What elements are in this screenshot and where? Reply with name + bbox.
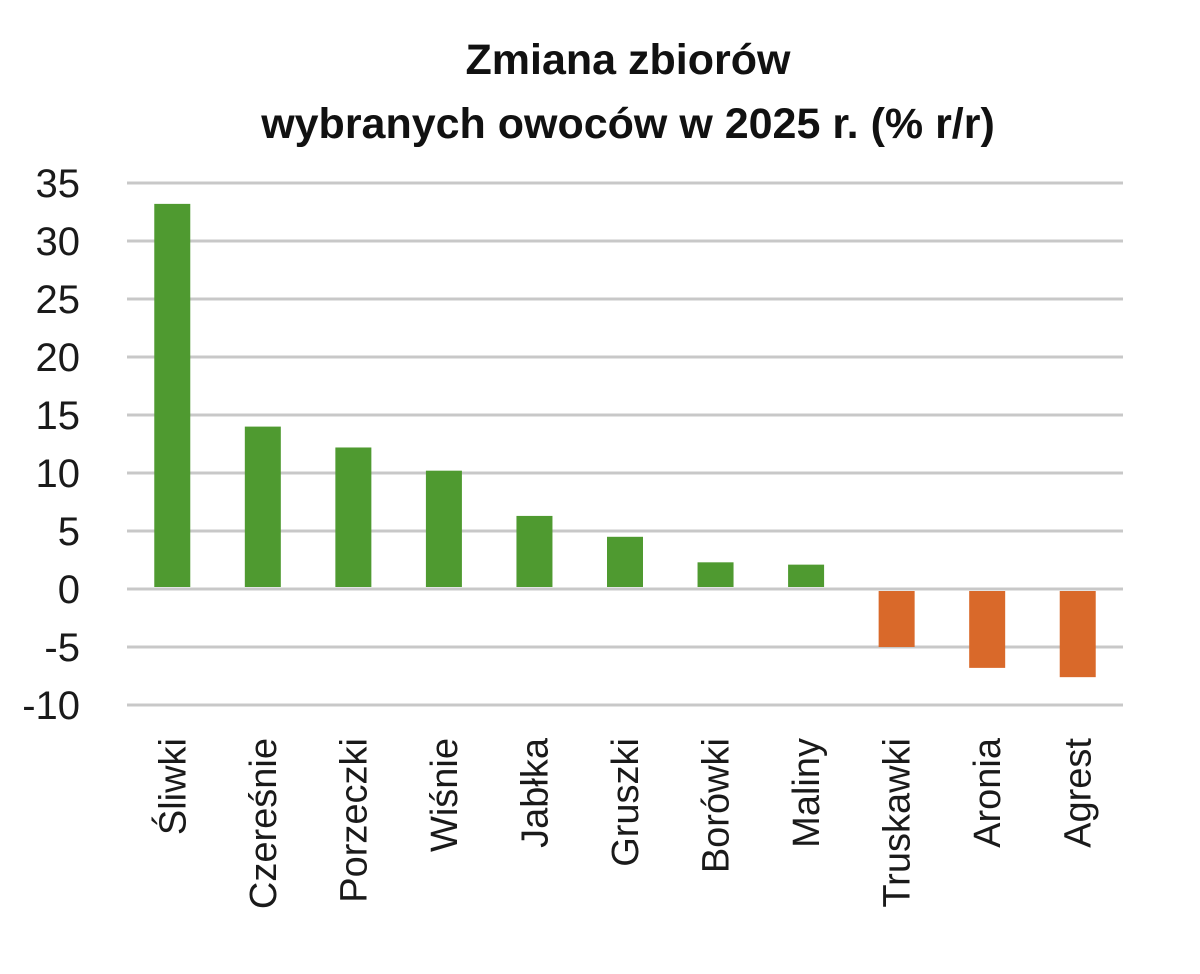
bars [154, 203, 1096, 678]
x-category-label: Aronia [967, 737, 1009, 848]
x-category-label: Truskawki [877, 738, 919, 908]
x-category-label: Porzeczki [333, 738, 375, 903]
x-category-label: Jabłka [514, 737, 556, 848]
bar-2 [244, 426, 281, 587]
x-category-label: Czereśnie [243, 738, 285, 909]
bar-4 [425, 470, 462, 587]
chart-title: Zmiana zbiorów wybranych owoców w 2025 r… [0, 28, 1200, 156]
y-tick-label: 35 [36, 162, 81, 206]
chart-title-line-2: wybranych owoców w 2025 r. (% r/r) [261, 100, 995, 148]
x-category-label: Wiśnie [424, 738, 466, 852]
x-category-label: Śliwki [149, 738, 194, 835]
x-category-label: Gruszki [605, 738, 647, 867]
y-tick-label: 25 [36, 278, 81, 322]
y-tick-label: 15 [36, 394, 81, 438]
bar-10 [969, 591, 1006, 668]
y-axis-tick-labels: 35 30 25 20 15 10 5 0 -5 -10 [22, 162, 80, 728]
bar-5 [516, 515, 553, 587]
bar-11 [1059, 591, 1096, 678]
bar-1 [154, 203, 191, 587]
y-tick-label: 0 [58, 568, 80, 612]
bar-6 [607, 536, 643, 587]
bar-3 [335, 447, 372, 587]
y-tick-label: 5 [58, 510, 80, 554]
y-tick-label: -5 [44, 626, 80, 670]
bar-9 [878, 591, 915, 647]
x-category-label: Agrest [1058, 738, 1100, 848]
x-category-label: Borówki [696, 738, 738, 873]
x-category-label: Maliny [786, 738, 828, 848]
bar-8 [788, 564, 825, 587]
y-tick-label: 30 [36, 220, 81, 264]
chart-title-line-1: Zmiana zbiorów [465, 36, 791, 84]
gridlines [127, 181, 1123, 707]
y-tick-label: 20 [36, 336, 81, 380]
y-tick-label: 10 [36, 452, 81, 496]
bar-7 [697, 562, 734, 587]
x-axis-category-labels: Śliwki Czereśnie Porzeczki Wiśnie Jabłka Grus… [149, 737, 1099, 909]
y-tick-label: -10 [22, 684, 80, 728]
